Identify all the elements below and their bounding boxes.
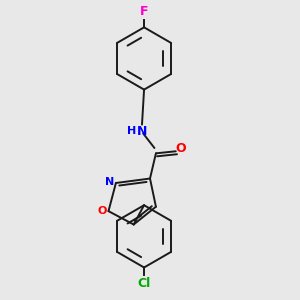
Text: F: F (140, 5, 148, 18)
Text: O: O (176, 142, 186, 155)
Text: O: O (97, 206, 107, 216)
Text: N: N (105, 176, 114, 187)
Text: N: N (137, 124, 147, 138)
Text: Cl: Cl (137, 277, 151, 290)
Text: H: H (128, 126, 137, 136)
